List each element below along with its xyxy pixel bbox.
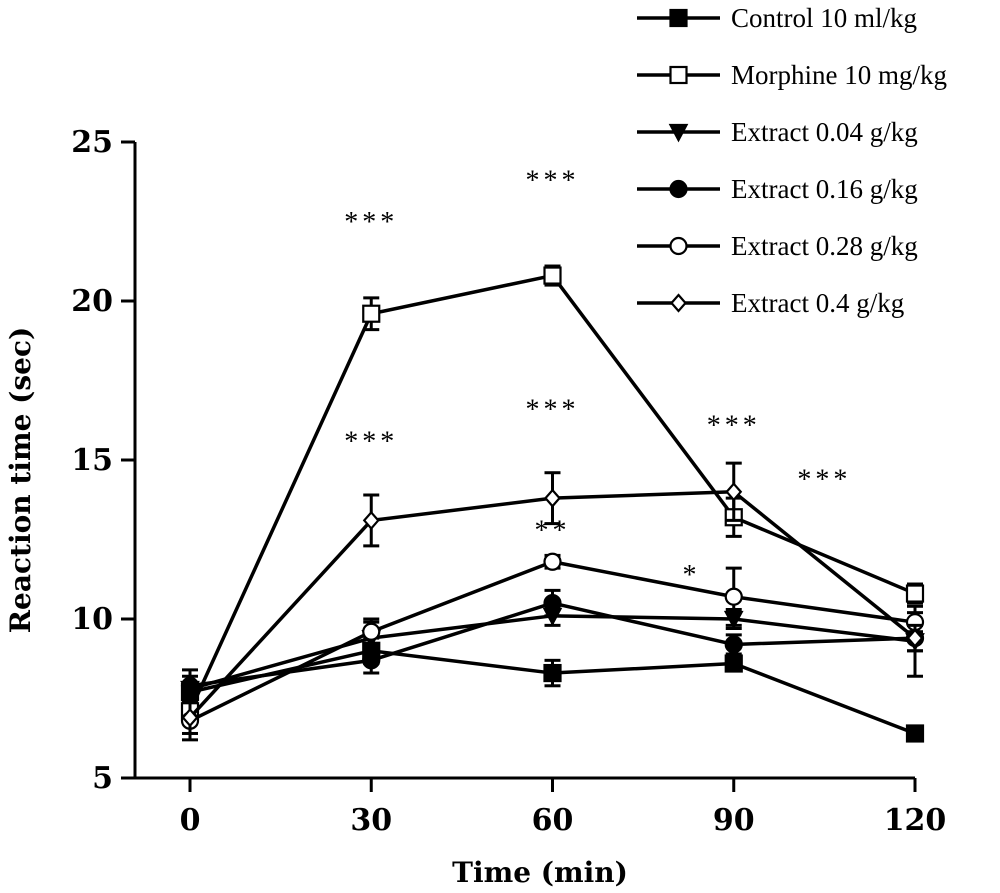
significance-label: ** (535, 516, 571, 547)
significance-label: *** (344, 207, 398, 238)
data-point (543, 266, 562, 285)
significance-label: * (682, 560, 700, 591)
data-point (906, 628, 924, 648)
significance-label: *** (707, 411, 761, 442)
data-point (543, 663, 562, 683)
series-0 (180, 636, 925, 743)
series-4 (180, 552, 925, 742)
x-tick-label: 60 (532, 803, 574, 838)
data-point (362, 651, 381, 670)
y-tick-label: 15 (71, 443, 113, 478)
y-tick-label: 10 (71, 602, 113, 637)
x-tick-label: 0 (180, 803, 201, 838)
legend-label: Extract 0.4 g/kg (731, 288, 904, 318)
data-point (362, 510, 380, 531)
data-point (362, 304, 381, 323)
data-point (724, 654, 743, 673)
significance-label: *** (797, 465, 851, 496)
data-point (724, 587, 743, 606)
legend-label: Control 10 ml/kg (731, 3, 917, 33)
legend-label: Extract 0.28 g/kg (731, 231, 918, 261)
data-point (181, 707, 199, 728)
legend-label: Extract 0.16 g/kg (731, 174, 918, 204)
data-point (544, 488, 561, 508)
legend-label: Morphine 10 mg/kg (731, 60, 947, 90)
legend-swatch-marker (669, 65, 688, 85)
series-5 (181, 461, 924, 735)
legend-swatch-marker (670, 293, 687, 313)
legend-swatch-marker (669, 8, 688, 28)
y-axis-title: Reaction time (sec) (4, 327, 37, 634)
x-tick-label: 120 (884, 803, 947, 838)
data-point (543, 552, 562, 571)
data-point (362, 622, 381, 641)
y-tick-label: 25 (71, 125, 113, 160)
data-point (543, 593, 562, 613)
legend-swatch-marker (669, 179, 688, 199)
y-tick-label: 5 (92, 761, 113, 796)
data-point (905, 724, 925, 743)
data-point (725, 482, 743, 502)
legend-label: Extract 0.04 g/kg (731, 117, 918, 147)
x-tick-label: 90 (713, 803, 755, 838)
legend-swatch-marker (668, 123, 689, 143)
significance-label: *** (344, 426, 398, 457)
data-point (180, 676, 200, 695)
x-tick-label: 30 (350, 803, 392, 838)
series-2 (180, 604, 925, 704)
data-point (724, 635, 743, 654)
significance-label: *** (526, 395, 580, 426)
y-tick-label: 20 (71, 284, 113, 319)
legend: Control 10 ml/kg Morphine 10 mg/kg Extract… (637, 3, 947, 318)
data-point (905, 584, 925, 603)
legend-swatch-marker (669, 236, 688, 256)
x-axis-title: Time (min) (452, 856, 628, 889)
significance-label: *** (526, 166, 580, 197)
